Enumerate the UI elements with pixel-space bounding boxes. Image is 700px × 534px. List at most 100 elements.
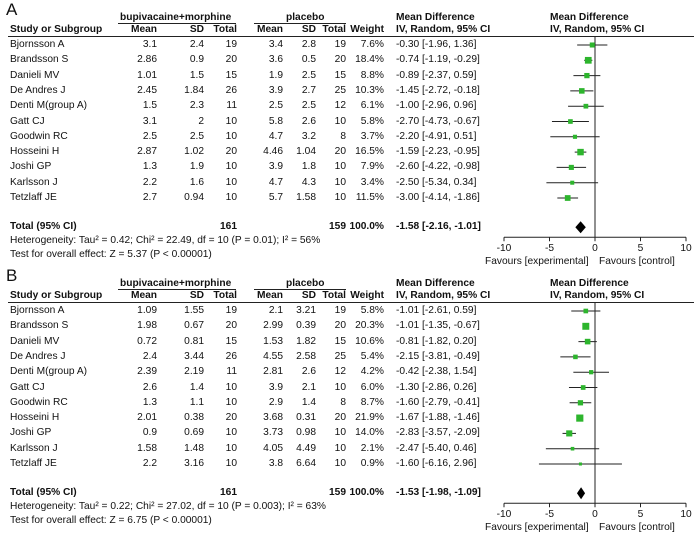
sd-ctrl: 1.82 <box>296 336 316 348</box>
total-exp: 15 <box>226 336 237 348</box>
effect-marker <box>583 309 588 314</box>
mean-exp: 2.45 <box>137 85 157 97</box>
mean-exp: 2.4 <box>143 351 157 363</box>
weight-header: Weight <box>350 24 384 36</box>
effect-marker <box>590 42 595 47</box>
total-exp-header: Total <box>213 24 237 36</box>
sd-exp: 1.48 <box>184 443 204 455</box>
mean-exp-header: Mean <box>131 24 157 36</box>
weight-value: 5.4% <box>361 351 384 363</box>
effect-marker <box>571 447 575 451</box>
total-ctrl: 12 <box>335 100 346 112</box>
sd-ctrl: 0.39 <box>296 320 316 332</box>
study-name: Bjornsson A <box>10 39 64 51</box>
ci-value: -1.00 [-2.96, 0.96] <box>396 100 476 112</box>
total-exp: 10 <box>226 192 237 204</box>
mean-exp-header: Mean <box>131 290 157 302</box>
effect-marker <box>584 104 589 109</box>
mean-ctrl: 4.7 <box>269 131 283 143</box>
sd-exp: 1.02 <box>184 146 204 158</box>
total-weight: 100.0% <box>349 221 384 233</box>
effect-marker <box>566 430 572 436</box>
ci-value: -0.89 [-2.37, 0.59] <box>396 70 476 82</box>
md-title-header: Mean Difference <box>396 278 475 290</box>
total-ctrl-n: 159 <box>329 487 346 499</box>
ci-value: -2.20 [-4.91, 0.51] <box>396 131 476 143</box>
total-ctrl: 15 <box>335 70 346 82</box>
study-name: Gatt CJ <box>10 382 45 394</box>
sd-ctrl: 2.7 <box>302 85 316 97</box>
sd-exp: 1.6 <box>190 177 204 189</box>
total-exp: 10 <box>226 131 237 143</box>
effect-marker <box>576 415 583 422</box>
mean-ctrl: 4.7 <box>269 177 283 189</box>
sd-exp: 1.55 <box>184 305 204 317</box>
ci-value: -1.59 [-2.23, -0.95] <box>396 146 480 158</box>
total-ctrl: 10 <box>335 427 346 439</box>
sd-ctrl-header: SD <box>302 290 316 302</box>
sd-exp: 2 <box>198 116 204 128</box>
effect-marker <box>569 165 574 170</box>
x-tick-label: 10 <box>626 243 700 255</box>
group-exp-rule <box>118 289 236 290</box>
mean-exp: 2.86 <box>137 54 157 66</box>
ci-plot-header: IV, Random, 95% CI <box>550 24 644 36</box>
sd-exp: 2.19 <box>184 366 204 378</box>
study-name: Denti M(group A) <box>10 366 87 378</box>
group-exp-rule <box>118 23 236 24</box>
pooled-diamond <box>575 221 585 233</box>
group-ctrl-rule <box>254 289 346 290</box>
effect-marker <box>581 385 586 390</box>
mean-exp: 1.3 <box>143 397 157 409</box>
mean-exp: 1.5 <box>143 100 157 112</box>
mean-ctrl: 3.4 <box>269 39 283 51</box>
total-label: Total (95% CI) <box>10 221 77 233</box>
sd-exp-header: SD <box>190 290 204 302</box>
study-name: Hosseini H <box>10 146 59 158</box>
sd-exp: 2.4 <box>190 39 204 51</box>
mean-exp: 2.7 <box>143 192 157 204</box>
effect-marker <box>579 462 582 465</box>
total-weight: 100.0% <box>349 487 384 499</box>
sd-ctrl: 2.6 <box>302 366 316 378</box>
effect-marker <box>568 119 573 124</box>
sd-ctrl-header: SD <box>302 24 316 36</box>
total-exp: 10 <box>226 397 237 409</box>
sd-ctrl: 2.5 <box>302 100 316 112</box>
sd-ctrl: 4.3 <box>302 177 316 189</box>
study-name: Karlsson J <box>10 443 58 455</box>
ci-value: -2.70 [-4.73, -0.67] <box>396 116 480 128</box>
header-rule <box>8 36 694 37</box>
md-plot-title-header: Mean Difference <box>550 12 629 24</box>
sd-exp: 2.3 <box>190 100 204 112</box>
sd-exp: 1.4 <box>190 382 204 394</box>
total-exp: 10 <box>226 177 237 189</box>
favours-right-label: Favours [control] <box>599 522 675 534</box>
total-ctrl-header: Total <box>322 24 346 36</box>
study-name: Danieli MV <box>10 336 59 348</box>
mean-exp: 2.5 <box>143 131 157 143</box>
study-name: De Andres J <box>10 85 66 97</box>
total-ctrl: 10 <box>335 443 346 455</box>
weight-value: 7.6% <box>361 39 384 51</box>
study-name: Karlsson J <box>10 177 58 189</box>
ci-value: -1.67 [-1.88, -1.46] <box>396 412 480 424</box>
mean-exp: 1.01 <box>137 70 157 82</box>
pooled-diamond <box>577 487 585 499</box>
total-ctrl: 10 <box>335 458 346 470</box>
total-ctrl: 10 <box>335 116 346 128</box>
sd-ctrl: 2.58 <box>296 351 316 363</box>
mean-ctrl: 4.46 <box>263 146 283 158</box>
mean-ctrl: 3.73 <box>263 427 283 439</box>
sd-exp: 0.69 <box>184 427 204 439</box>
panel-letter: B <box>6 266 17 286</box>
total-exp: 10 <box>226 427 237 439</box>
weight-value: 6.0% <box>361 382 384 394</box>
mean-exp: 2.01 <box>137 412 157 424</box>
ci-value: -0.30 [-1.96, 1.36] <box>396 39 476 51</box>
ci-value: -1.01 [-2.61, 0.59] <box>396 305 476 317</box>
ci-header: IV, Random, 95% CI <box>396 290 490 302</box>
mean-exp: 1.3 <box>143 161 157 173</box>
sd-exp: 1.1 <box>190 397 204 409</box>
